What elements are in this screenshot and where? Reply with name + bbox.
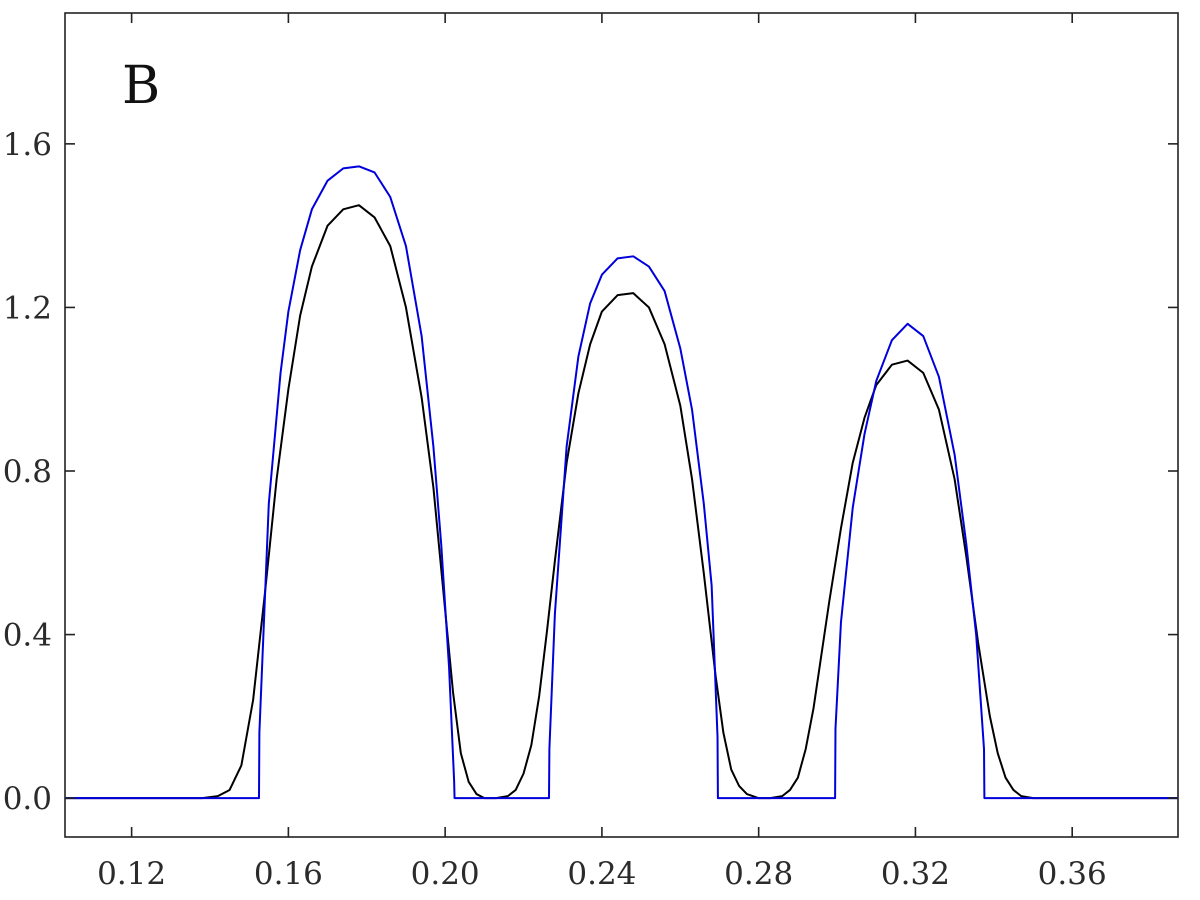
series-line-2	[65, 204, 1178, 800]
x-tick-label: 0.28	[724, 856, 793, 892]
x-tick-label: 0.24	[567, 856, 636, 892]
y-tick-label: 1.6	[3, 127, 52, 163]
y-tick-label: 0.8	[3, 454, 52, 490]
y-tick-label: 1.2	[3, 290, 52, 326]
panel-label: B	[122, 56, 160, 116]
x-tick-label: 0.20	[411, 856, 480, 892]
series-line-1	[65, 165, 1178, 800]
tick-layer: 0.12 0.16 0.20 0.24 0.28 0.32 0.36 0.0 0.4 0.8 1.2…	[3, 13, 1178, 892]
series-layer	[65, 165, 1178, 800]
x-tick-label: 0.16	[254, 856, 323, 892]
x-tick-label: 0.32	[881, 856, 950, 892]
y-tick-label: 0.4	[3, 618, 52, 654]
x-tick-label: 0.36	[1038, 856, 1107, 892]
y-tick-label: 0.0	[3, 781, 52, 817]
x-tick-label: 0.12	[97, 856, 166, 892]
plot-frame	[64, 12, 1179, 838]
